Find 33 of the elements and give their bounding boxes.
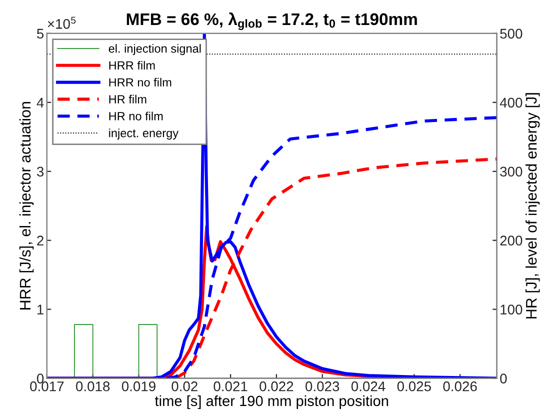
x-tick-label: 0.023	[306, 381, 340, 392]
y2-tick-label: 400	[500, 98, 522, 108]
y-tick-label: 0	[36, 374, 44, 384]
x-tick-label: 0.02	[172, 381, 198, 392]
y2-tick-label: 300	[500, 166, 522, 177]
y2-axis-title: HR [J], level of injected energy [J]	[526, 93, 540, 318]
legend-label: HR film	[109, 94, 146, 104]
y2-tick-label: 200	[500, 236, 522, 246]
chart-title: MFB = 66 %, λ$_{glob}$ = 17.2, t$_{0}$ = t190mm	[126, 12, 417, 30]
y-tick-label: 5	[36, 28, 44, 39]
x-tick-label: 0.018	[76, 381, 110, 392]
x-tick-label: 0.024	[351, 381, 386, 392]
x-axis-title: time [s] after 190 mm piston position	[154, 395, 388, 409]
x-tick-label: 0.025	[397, 381, 431, 392]
legend-label: HRR no film	[109, 78, 172, 87]
y2-tick-label: 100	[500, 304, 522, 314]
legend-label: HRR film	[109, 60, 155, 70]
y-axis-title: HRR [J/s], el. injector actuation	[19, 102, 34, 310]
y2-tick-label: 0	[500, 374, 507, 384]
legend-label: HR no film	[109, 112, 163, 120]
legend-label: el. injection signal	[108, 44, 201, 56]
x-tick-label: 0.017	[30, 381, 64, 392]
y-tick-label: 3	[36, 166, 44, 177]
x-tick-label: 0.022	[260, 381, 294, 392]
y-tick-label: 1	[37, 304, 44, 314]
legend-label: inject. energy	[109, 128, 179, 140]
x-tick-label: 0.019	[122, 381, 156, 392]
y-tick-label: 4	[36, 98, 44, 108]
y-tick-label: 2	[37, 236, 44, 246]
text: ×10$^{5}$	[48, 16, 76, 29]
x-tick-label: 0.026	[443, 381, 477, 392]
y2-tick-label: 500	[500, 28, 522, 39]
x-tick-label: 0.021	[214, 381, 248, 392]
